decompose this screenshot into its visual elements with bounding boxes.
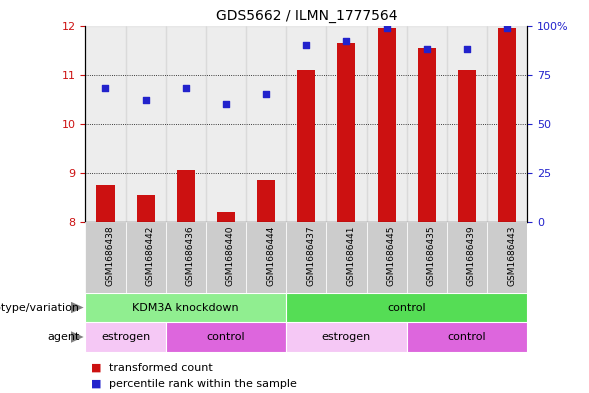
Bar — [206, 26, 246, 222]
Bar — [206, 222, 246, 293]
Text: transformed count: transformed count — [109, 363, 213, 373]
Text: GSM1686436: GSM1686436 — [186, 226, 195, 286]
Bar — [366, 222, 406, 293]
Bar — [498, 28, 516, 222]
Bar — [406, 222, 447, 293]
Bar — [326, 26, 366, 222]
Text: GSM1686441: GSM1686441 — [346, 226, 355, 286]
Point — [462, 46, 472, 52]
Bar — [125, 26, 166, 222]
Point — [221, 101, 231, 107]
Text: KDM3A knockdown: KDM3A knockdown — [133, 303, 239, 312]
Text: control: control — [388, 303, 426, 312]
Point — [342, 38, 351, 44]
Point — [101, 85, 110, 92]
Text: estrogen: estrogen — [322, 332, 371, 342]
Point — [422, 46, 432, 52]
Text: GSM1686438: GSM1686438 — [105, 226, 114, 286]
Bar — [85, 222, 125, 293]
Bar — [406, 322, 527, 352]
Bar — [177, 171, 195, 222]
Text: GSM1686445: GSM1686445 — [386, 226, 396, 286]
Point — [382, 24, 391, 31]
Polygon shape — [71, 331, 84, 343]
Bar — [217, 212, 235, 222]
Bar — [337, 43, 356, 222]
Bar — [246, 222, 286, 293]
Point — [502, 24, 512, 31]
Bar — [447, 222, 487, 293]
Text: percentile rank within the sample: percentile rank within the sample — [109, 379, 297, 389]
Bar — [286, 26, 326, 222]
Text: GSM1686437: GSM1686437 — [306, 226, 315, 286]
Text: ■: ■ — [91, 363, 102, 373]
Bar — [85, 293, 286, 322]
Point — [262, 91, 271, 97]
Text: ■: ■ — [91, 379, 102, 389]
Bar — [166, 222, 206, 293]
Bar — [447, 26, 487, 222]
Text: control: control — [448, 332, 487, 342]
Bar — [487, 222, 527, 293]
Bar — [166, 26, 206, 222]
Text: estrogen: estrogen — [101, 332, 150, 342]
Text: GSM1686440: GSM1686440 — [226, 226, 235, 286]
Bar — [286, 293, 527, 322]
Bar — [378, 28, 396, 222]
Title: GDS5662 / ILMN_1777564: GDS5662 / ILMN_1777564 — [216, 9, 397, 23]
Bar — [166, 322, 286, 352]
Bar — [297, 70, 315, 222]
Bar — [257, 180, 275, 222]
Bar — [246, 26, 286, 222]
Bar — [487, 26, 527, 222]
Text: GSM1686444: GSM1686444 — [266, 226, 275, 286]
Bar — [406, 26, 447, 222]
Bar — [137, 195, 155, 222]
Text: GSM1686435: GSM1686435 — [427, 226, 436, 286]
Bar — [125, 222, 166, 293]
Bar — [418, 48, 436, 222]
Bar — [366, 26, 406, 222]
Bar — [326, 222, 366, 293]
Bar — [85, 26, 125, 222]
Bar — [286, 222, 326, 293]
Text: GSM1686443: GSM1686443 — [507, 226, 516, 286]
Bar — [85, 322, 166, 352]
Text: control: control — [207, 332, 245, 342]
Text: genotype/variation: genotype/variation — [0, 303, 80, 312]
Text: GSM1686442: GSM1686442 — [145, 226, 155, 286]
Point — [181, 85, 190, 92]
Bar — [458, 70, 476, 222]
Point — [141, 97, 150, 103]
Bar — [97, 185, 114, 222]
Polygon shape — [71, 302, 84, 314]
Text: GSM1686439: GSM1686439 — [467, 226, 476, 286]
Point — [302, 42, 311, 48]
Text: agent: agent — [47, 332, 80, 342]
Bar — [286, 322, 406, 352]
